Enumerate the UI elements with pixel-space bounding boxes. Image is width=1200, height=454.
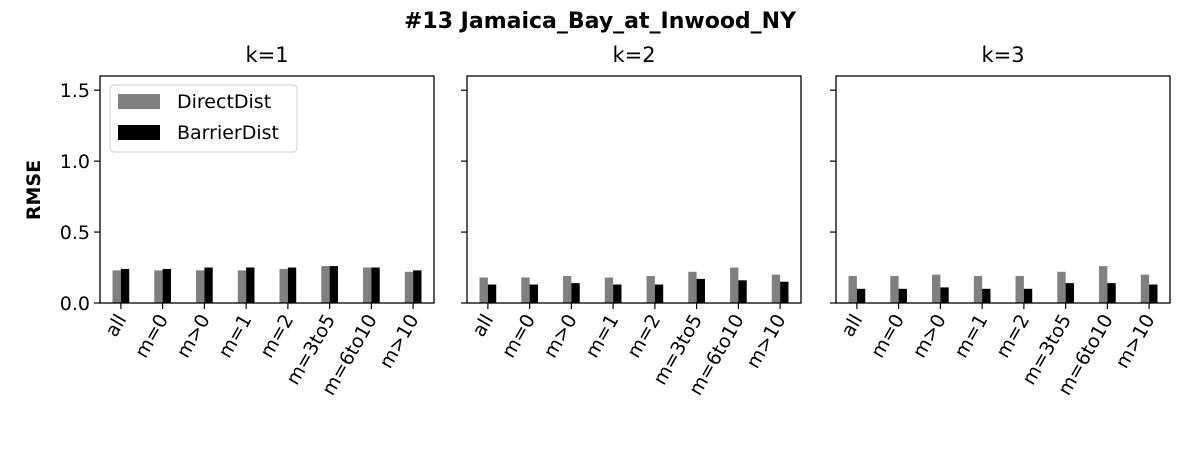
bar-DirectDist xyxy=(1099,266,1108,303)
bar-DirectDist xyxy=(646,276,655,303)
bar-DirectDist xyxy=(563,276,572,303)
bar-DirectDist xyxy=(279,268,288,303)
legend-swatch xyxy=(118,125,160,140)
legend-label: BarrierDist xyxy=(177,122,279,144)
bar-DirectDist xyxy=(932,274,941,303)
bar-DirectDist xyxy=(154,270,163,303)
bar-BarrierDist xyxy=(696,278,705,303)
x-tick-label: all xyxy=(101,311,131,341)
x-tick-label: m=0 xyxy=(498,311,540,362)
bar-BarrierDist xyxy=(738,280,747,303)
bar-DirectDist xyxy=(973,276,983,303)
x-tick-label: m=2 xyxy=(623,311,665,362)
bar-BarrierDist xyxy=(287,267,297,303)
bar-BarrierDist xyxy=(780,281,789,303)
bar-BarrierDist xyxy=(329,266,338,303)
bar-DirectDist xyxy=(521,277,530,303)
bar-BarrierDist xyxy=(204,267,213,303)
bar-BarrierDist xyxy=(1107,283,1116,303)
bar-DirectDist xyxy=(1015,276,1024,303)
subplot-title: k=1 xyxy=(245,43,288,67)
bar-DirectDist xyxy=(890,276,899,303)
y-tick-label: 1.0 xyxy=(60,151,90,173)
bar-BarrierDist xyxy=(1065,283,1074,303)
legend: DirectDist BarrierDist xyxy=(109,84,298,153)
bar-BarrierDist xyxy=(1149,284,1158,303)
bar-BarrierDist xyxy=(982,288,991,303)
bar-BarrierDist xyxy=(654,284,664,303)
subplot-title: k=3 xyxy=(981,43,1024,67)
bar-BarrierDist xyxy=(162,268,171,303)
x-tick-label: m>0 xyxy=(539,311,581,362)
bar-DirectDist xyxy=(404,271,414,303)
x-tick-label: m=0 xyxy=(867,311,909,362)
bar-BarrierDist xyxy=(413,270,422,303)
legend-swatch xyxy=(118,94,160,109)
x-tick-label: all xyxy=(837,311,867,341)
legend-label: DirectDist xyxy=(177,91,271,113)
bar-BarrierDist xyxy=(371,267,380,303)
bar-DirectDist xyxy=(1057,271,1066,303)
bar-DirectDist xyxy=(848,276,857,303)
y-axis-label: RMSE xyxy=(23,160,45,220)
x-tick-label: all xyxy=(468,311,498,341)
axes-frame xyxy=(99,75,435,304)
bar-BarrierDist xyxy=(856,288,866,303)
bar-BarrierDist xyxy=(487,284,497,303)
x-tick-label: m>0 xyxy=(172,311,214,362)
y-tick-label: 0.0 xyxy=(60,293,90,315)
bar-DirectDist xyxy=(771,274,781,303)
subplot-title: k=2 xyxy=(612,43,655,67)
x-tick-label: m=1 xyxy=(581,311,623,362)
bar-BarrierDist xyxy=(898,288,907,303)
y-tick-label: 1.5 xyxy=(60,80,90,102)
bar-DirectDist xyxy=(237,270,247,303)
bar-BarrierDist xyxy=(120,268,130,303)
axes-frame xyxy=(466,75,802,304)
x-tick-label: m>10 xyxy=(1111,311,1159,373)
bar-DirectDist xyxy=(688,271,697,303)
bar-BarrierDist xyxy=(529,284,538,303)
bar-DirectDist xyxy=(1140,274,1150,303)
x-tick-label: m=1 xyxy=(950,311,992,362)
x-tick-label: m=0 xyxy=(131,311,173,362)
x-tick-label: m=2 xyxy=(992,311,1034,362)
bar-BarrierDist xyxy=(613,284,622,303)
x-tick-label: m>10 xyxy=(742,311,790,373)
figure-title: #13 Jamaica_Bay_at_Inwood_NY xyxy=(404,9,797,34)
x-tick-label: m=2 xyxy=(256,311,298,362)
bar-DirectDist xyxy=(196,270,205,303)
bar-BarrierDist xyxy=(940,287,949,303)
bar-DirectDist xyxy=(730,267,739,303)
bar-BarrierDist xyxy=(571,283,580,303)
bar-DirectDist xyxy=(363,267,372,303)
bar-DirectDist xyxy=(321,266,330,303)
x-tick-label: m>0 xyxy=(908,311,950,362)
x-tick-label: m=1 xyxy=(214,311,256,362)
x-tick-label: m>10 xyxy=(375,311,423,373)
bar-BarrierDist xyxy=(246,267,255,303)
axes-frame xyxy=(835,75,1171,304)
bar-DirectDist xyxy=(479,277,488,303)
bar-BarrierDist xyxy=(1023,288,1033,303)
y-tick-label: 0.5 xyxy=(60,222,90,244)
bar-DirectDist xyxy=(112,270,121,303)
bar-DirectDist xyxy=(604,277,614,303)
